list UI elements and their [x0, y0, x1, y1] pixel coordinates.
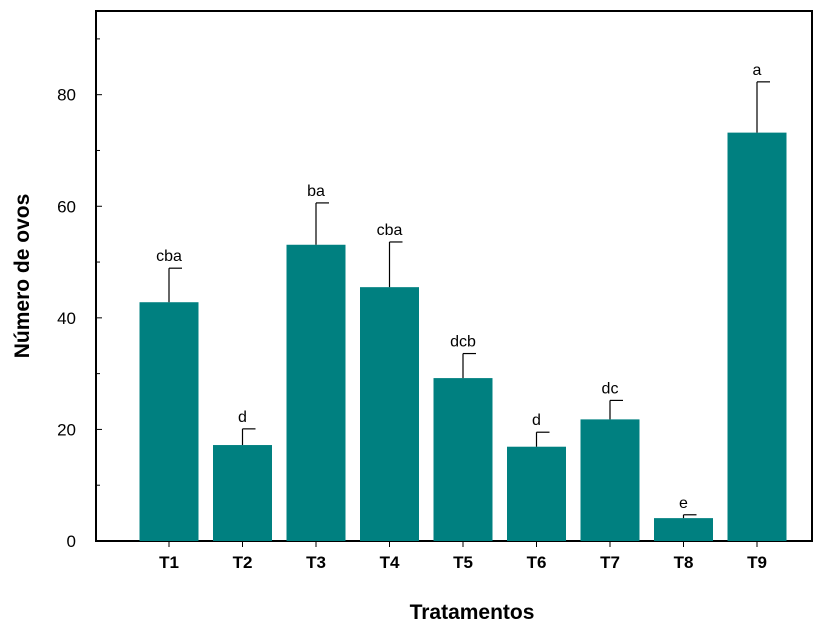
significance-label: cba — [156, 248, 182, 265]
x-tick-label: T9 — [747, 553, 767, 572]
y-tick-label: 40 — [57, 309, 76, 328]
bar — [213, 445, 272, 541]
x-axis-title: Tratamentos — [410, 601, 535, 624]
x-tick-label: T2 — [233, 553, 253, 572]
x-tick-label: T3 — [306, 553, 326, 572]
x-tick-label: T1 — [159, 553, 179, 572]
significance-label: dcb — [450, 334, 476, 351]
bar — [727, 132, 787, 542]
significance-label: d — [238, 409, 247, 426]
bar — [654, 518, 713, 541]
bar — [580, 419, 640, 541]
x-axis-categories: T1 T2 T3 T4 T5 T6 T7 T8 T9 — [159, 541, 767, 572]
x-tick-label: T8 — [674, 553, 694, 572]
bar — [360, 287, 419, 541]
x-tick-label: T5 — [453, 553, 473, 572]
bar — [507, 446, 566, 541]
bar — [286, 244, 346, 542]
significance-label: ba — [307, 183, 325, 200]
y-tick-label: 20 — [57, 420, 76, 439]
significance-label: cba — [377, 222, 403, 239]
x-tick-label: T6 — [527, 553, 547, 572]
significance-label: dc — [602, 380, 619, 397]
significance-label: a — [753, 62, 762, 79]
bar — [139, 302, 199, 541]
y-axis-title: Número de ovos — [11, 194, 34, 359]
y-tick-label: 60 — [57, 197, 76, 216]
bar — [433, 378, 493, 541]
y-tick-label: 0 — [67, 532, 76, 551]
significance-label: d — [532, 412, 541, 429]
y-axis-ticks: 0 20 40 60 80 — [57, 38, 102, 551]
significance-label: e — [679, 495, 688, 512]
significance-labels-group: cba d ba cba dcb d dc e a — [156, 62, 761, 512]
error-bars-group — [168, 81, 770, 519]
y-tick-label: 80 — [57, 86, 76, 105]
bars-group — [139, 132, 787, 542]
x-tick-label: T4 — [380, 553, 400, 572]
x-tick-label: T7 — [600, 553, 620, 572]
